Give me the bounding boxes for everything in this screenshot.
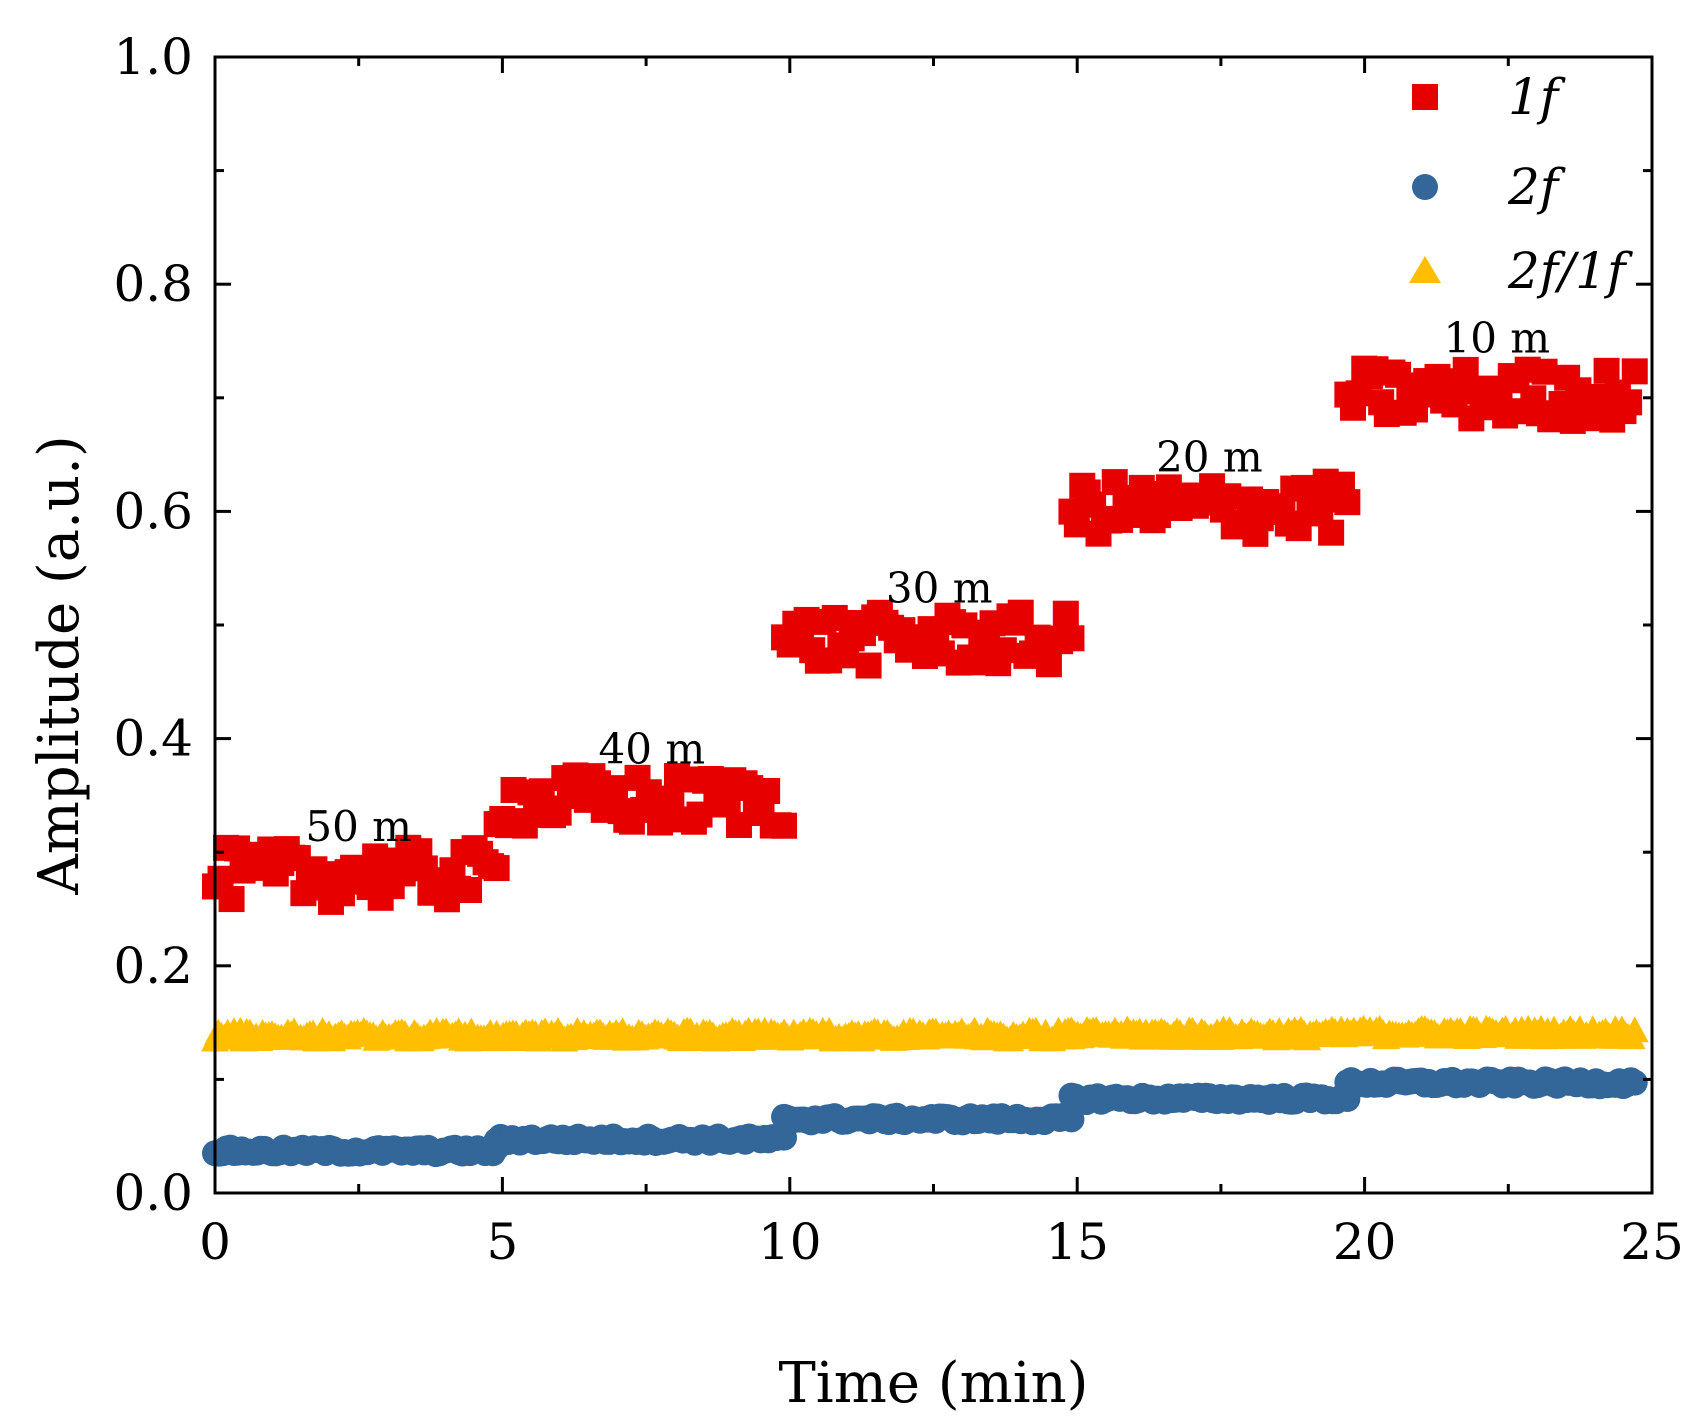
legend-marker-1f [1412, 84, 1438, 110]
point-1f [1593, 357, 1620, 384]
legend-marker-2f-1f [1409, 256, 1441, 283]
point-2f [1058, 1106, 1085, 1133]
legend-label-1f: 1f [1508, 68, 1566, 126]
x-tick-label: 10 [758, 1213, 822, 1271]
annotation-label: 40 m [599, 725, 706, 774]
point-1f [855, 652, 882, 679]
annotations: 50 m 40 m 30 m 20 m 10 m [305, 313, 1550, 850]
point-1f [483, 855, 510, 882]
y-tick-label: 1.0 [113, 28, 193, 86]
y-tick-label: 0.6 [113, 482, 193, 540]
data-points [201, 355, 1649, 1168]
y-axis-title: Amplitude (a.u.) [27, 435, 92, 895]
x-axis-title: Time (min) [778, 1351, 1088, 1416]
annotation-label: 50 m [305, 802, 412, 851]
point-1f [1334, 489, 1361, 516]
point-1f [1007, 599, 1034, 626]
annotation-label: 30 m [886, 563, 993, 612]
point-1f [754, 777, 781, 804]
point-1f [951, 612, 978, 639]
legend-marker-2f [1412, 174, 1438, 200]
x-tick-label: 20 [1333, 1213, 1397, 1271]
annotation-label: 20 m [1156, 433, 1263, 482]
legend-label-2f-1f: 2f/1f [1507, 242, 1633, 300]
point-1f [1531, 358, 1558, 385]
point-2f [1621, 1069, 1648, 1096]
point-1f [990, 637, 1017, 664]
point-1f [771, 812, 798, 839]
y-tick-label: 0.0 [113, 1164, 193, 1222]
point-1f [1318, 519, 1345, 546]
axes: 0 5 10 15 20 25 0.0 0.2 0.4 0.6 0.8 1.0 Time (min) Am… [27, 28, 1684, 1416]
point-1f [1058, 625, 1085, 652]
point-1f [1621, 358, 1648, 385]
legend: 1f 2f 2f/1f [1409, 68, 1633, 300]
point-1f [1616, 389, 1643, 416]
annotation-label: 10 m [1443, 313, 1550, 362]
point-1f [1052, 600, 1079, 627]
y-tick-label: 0.4 [113, 710, 193, 768]
x-tick-label: 25 [1620, 1213, 1684, 1271]
y-tick-label: 0.8 [113, 255, 193, 313]
legend-label-2f: 2f [1507, 158, 1566, 216]
point-1f [218, 886, 245, 913]
y-tick-label: 0.2 [113, 937, 193, 995]
point-1f [1035, 651, 1062, 678]
x-tick-label: 15 [1045, 1213, 1109, 1271]
point-1f [601, 775, 628, 802]
x-tick-label: 0 [199, 1213, 231, 1271]
point-2f-1f [1620, 1016, 1649, 1043]
x-tick-label: 5 [486, 1213, 518, 1271]
point-1f [456, 877, 483, 904]
